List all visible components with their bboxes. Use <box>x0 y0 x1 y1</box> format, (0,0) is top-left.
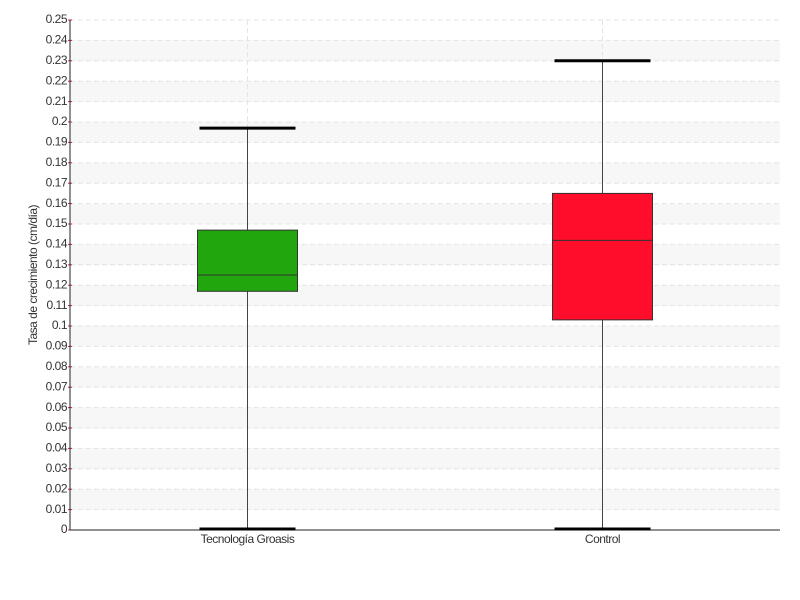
y-tick-label: 0.07 <box>46 379 68 393</box>
y-tick-label: 0.09 <box>46 339 68 353</box>
box <box>552 192 653 321</box>
grid-band <box>70 407 780 428</box>
y-tick-label: 0.23 <box>46 53 68 67</box>
grid-band <box>70 489 780 510</box>
y-tick-label: 0.05 <box>46 420 68 434</box>
grid-band <box>70 122 780 143</box>
y-tick-label: 0.13 <box>46 257 68 271</box>
y-tick-label: 0.22 <box>46 73 68 87</box>
y-tick-label: 0.06 <box>46 400 68 414</box>
y-tick-label: 0.18 <box>46 155 68 169</box>
y-tick-label: 0.04 <box>46 441 68 455</box>
y-tick-label: 0.03 <box>46 461 68 475</box>
y-tick-label: 0.08 <box>46 359 68 373</box>
grid-band <box>70 81 780 102</box>
y-tick-label: 0.21 <box>46 94 68 108</box>
y-tick-label: 0.15 <box>46 216 68 230</box>
y-tick-label: 0.01 <box>46 502 68 516</box>
y-tick-label: 0.2 <box>52 114 68 128</box>
y-tick-label: 0.17 <box>46 175 68 189</box>
y-axis-label: Tasa de crecimiento (cm/día) <box>26 204 40 345</box>
y-tick-label: 0.1 <box>52 318 68 332</box>
y-tick-label: 0.02 <box>46 481 68 495</box>
y-tick-label: 0.16 <box>46 196 68 210</box>
grid-band <box>70 244 780 265</box>
box <box>197 229 298 292</box>
x-tick-label: Control <box>585 532 620 546</box>
y-tick-label: 0.24 <box>46 33 68 47</box>
y-tick-label: 0.19 <box>46 135 68 149</box>
grid-band <box>70 366 780 388</box>
grid-band <box>70 326 780 347</box>
y-tick-label: 0 <box>61 522 68 536</box>
grid-band <box>70 162 780 184</box>
grid-band <box>70 40 780 61</box>
y-tick-label: 0.11 <box>47 298 68 312</box>
x-tick-label: Tecnología Groasis <box>201 532 295 546</box>
grid-band <box>70 448 780 469</box>
y-tick-label: 0.14 <box>46 237 68 251</box>
y-tick-label: 0.25 <box>46 12 68 26</box>
y-tick-label: 0.12 <box>46 277 68 291</box>
grid-band <box>70 285 780 306</box>
grid-band <box>70 203 780 224</box>
